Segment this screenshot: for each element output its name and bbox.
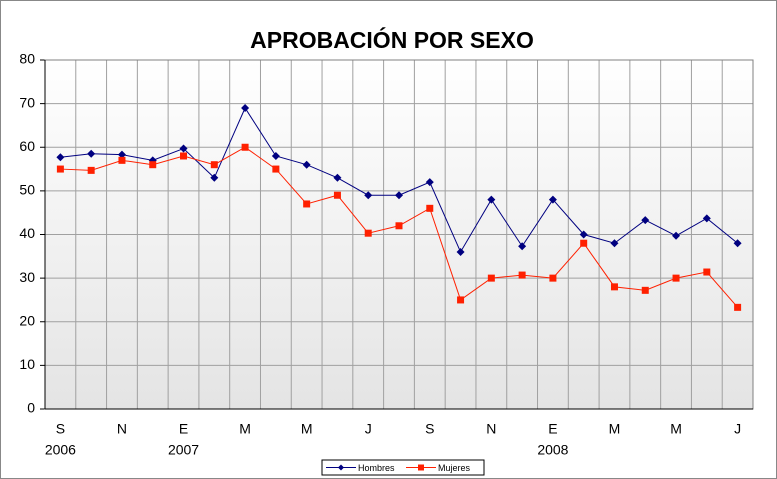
legend-label: Mujeres <box>438 463 471 473</box>
x-tick-label: M <box>670 421 682 437</box>
legend-label: Hombres <box>358 463 395 473</box>
x-tick-label: M <box>609 421 621 437</box>
point <box>457 296 465 304</box>
y-tick-label: 70 <box>19 94 35 110</box>
point <box>641 286 649 294</box>
legend-marker <box>418 464 424 471</box>
point <box>56 165 64 173</box>
point <box>456 247 465 256</box>
point <box>149 161 157 169</box>
x-year-label: 2007 <box>168 442 199 458</box>
point <box>117 150 126 159</box>
point <box>641 216 650 225</box>
point <box>241 143 249 151</box>
point <box>579 230 588 239</box>
point <box>241 103 250 112</box>
point <box>672 274 680 282</box>
point <box>87 166 95 174</box>
x-tick-label: J <box>734 421 741 437</box>
point <box>610 283 618 291</box>
point <box>487 274 495 282</box>
point <box>395 222 403 230</box>
point <box>703 268 711 276</box>
point <box>425 178 434 187</box>
point <box>672 231 681 240</box>
x-tick-label: S <box>56 421 65 437</box>
point <box>426 204 434 212</box>
point <box>549 274 557 282</box>
point <box>87 149 96 158</box>
point <box>303 200 311 208</box>
point <box>734 303 742 311</box>
y-tick-label: 50 <box>19 182 35 198</box>
point <box>364 229 372 237</box>
x-tick-label: S <box>425 421 434 437</box>
x-tick-label: E <box>548 421 557 437</box>
point <box>271 151 280 160</box>
point <box>610 239 619 248</box>
point <box>733 239 742 248</box>
x-tick-label: N <box>117 421 127 437</box>
y-tick-label: 40 <box>19 225 35 241</box>
point <box>487 195 496 204</box>
x-year-label: 2006 <box>45 442 76 458</box>
legend-marker <box>338 464 344 471</box>
point <box>333 191 341 199</box>
point <box>364 191 373 200</box>
point <box>56 153 65 162</box>
point <box>210 161 218 169</box>
y-tick-label: 10 <box>19 356 35 372</box>
point <box>179 144 188 153</box>
point <box>272 165 280 173</box>
x-tick-label: E <box>179 421 188 437</box>
y-tick-label: 20 <box>19 312 35 328</box>
legend-box <box>321 459 485 476</box>
point <box>302 160 311 169</box>
point <box>333 173 342 182</box>
chart-title: APROBACIÓN POR SEXO <box>250 26 534 53</box>
x-tick-label: N <box>486 421 496 437</box>
point <box>180 152 188 160</box>
point <box>548 195 557 204</box>
point <box>118 156 126 164</box>
x-tick-label: M <box>239 421 251 437</box>
point <box>210 173 219 182</box>
x-tick-label: J <box>365 421 372 437</box>
point <box>702 214 711 223</box>
x-tick-label: M <box>301 421 313 437</box>
y-tick-label: 80 <box>19 51 35 67</box>
point <box>395 191 403 200</box>
point <box>580 239 588 247</box>
point <box>518 242 527 251</box>
y-tick-label: 0 <box>27 400 35 416</box>
y-tick-label: 60 <box>19 138 35 154</box>
point <box>518 271 526 279</box>
x-year-label: 2008 <box>537 442 568 458</box>
y-tick-label: 30 <box>19 269 35 285</box>
